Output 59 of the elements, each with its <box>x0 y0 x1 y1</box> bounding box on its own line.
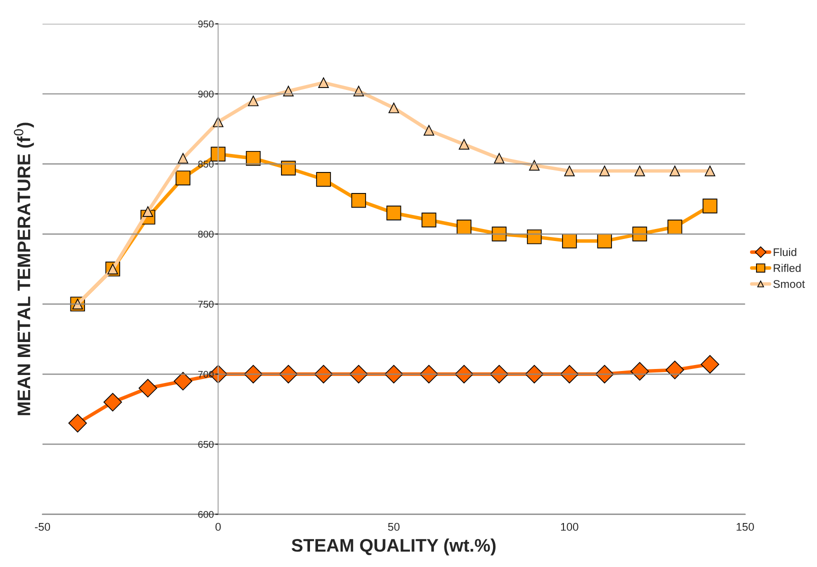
point <box>103 392 122 412</box>
point <box>314 364 333 384</box>
point <box>386 206 402 220</box>
point <box>599 166 610 176</box>
point <box>492 226 507 242</box>
x-tick-label: -50 <box>34 522 50 531</box>
point <box>634 166 645 176</box>
point <box>562 234 577 248</box>
point <box>424 125 434 136</box>
y-tick-label: 950 <box>198 20 214 28</box>
point <box>526 229 542 244</box>
y-tick-label: 600 <box>198 511 214 518</box>
legend-label: Rifled <box>774 264 801 272</box>
y-tick-label: 900 <box>198 90 214 98</box>
point <box>138 378 158 398</box>
point <box>210 146 226 162</box>
point <box>281 160 296 176</box>
x-tick-label: 100 <box>561 522 578 531</box>
point <box>316 172 331 187</box>
point <box>384 364 404 384</box>
point <box>283 86 294 96</box>
point <box>174 372 192 390</box>
y-tick-label: 750 <box>198 300 214 308</box>
point <box>700 355 720 374</box>
point <box>704 166 716 176</box>
y-tick-label: 650 <box>198 440 214 448</box>
point <box>597 234 612 248</box>
point <box>246 150 261 166</box>
point <box>529 160 540 171</box>
point <box>68 414 87 432</box>
x-tick-label: 150 <box>736 522 754 531</box>
x-tick-label: 50 <box>388 522 400 531</box>
point <box>560 364 579 384</box>
point <box>178 153 188 164</box>
point <box>318 77 329 88</box>
point <box>630 362 649 381</box>
x-axis-title: STEAM QUALITY (wt.%) <box>292 538 496 556</box>
y-axis-title: MEAN METAL TEMPERATURE (f$^{0}$) <box>14 122 34 416</box>
y-tick-label: 800 <box>198 230 214 238</box>
x-tick-label: 0 <box>215 522 221 531</box>
point <box>494 153 504 164</box>
legend-label: Fluid <box>774 248 796 256</box>
point <box>244 364 263 384</box>
point <box>422 212 436 228</box>
point <box>458 139 470 150</box>
point <box>702 198 718 214</box>
point <box>353 86 364 96</box>
point <box>632 226 648 242</box>
point <box>670 166 680 176</box>
point <box>454 364 474 384</box>
point <box>564 166 575 176</box>
point <box>456 220 472 234</box>
legend-label: Smoot <box>773 280 805 288</box>
point <box>176 170 190 186</box>
point <box>388 102 400 114</box>
point <box>351 193 366 208</box>
point <box>666 360 684 380</box>
point <box>248 96 259 106</box>
point <box>667 220 682 234</box>
